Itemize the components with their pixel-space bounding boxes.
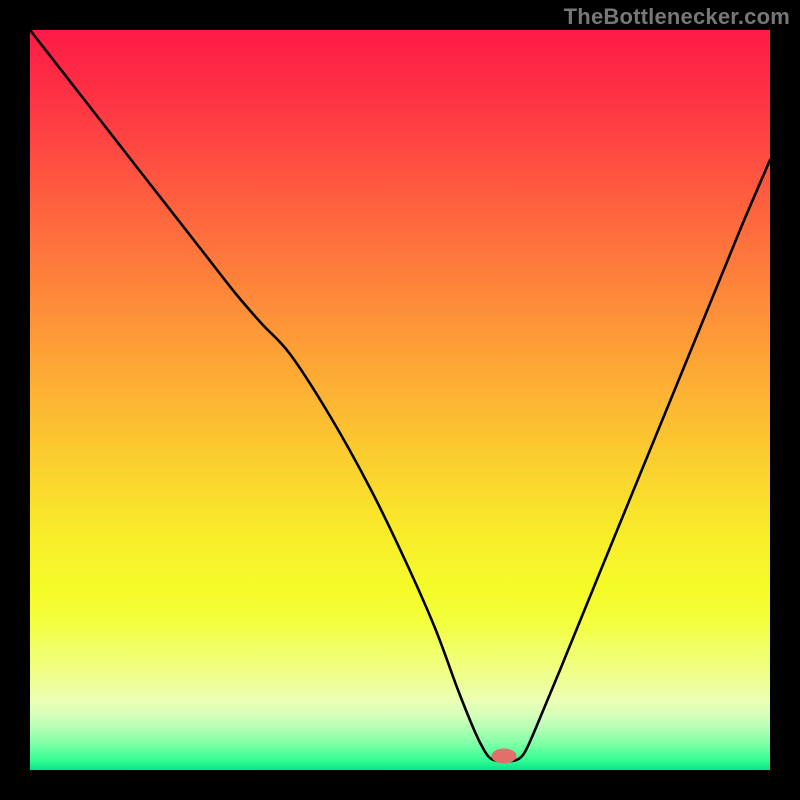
- gradient-background: [30, 30, 770, 770]
- optimal-marker: [492, 749, 516, 763]
- bottleneck-chart: [0, 0, 800, 800]
- chart-stage: TheBottlenecker.com: [0, 0, 800, 800]
- watermark-label: TheBottlenecker.com: [564, 4, 790, 30]
